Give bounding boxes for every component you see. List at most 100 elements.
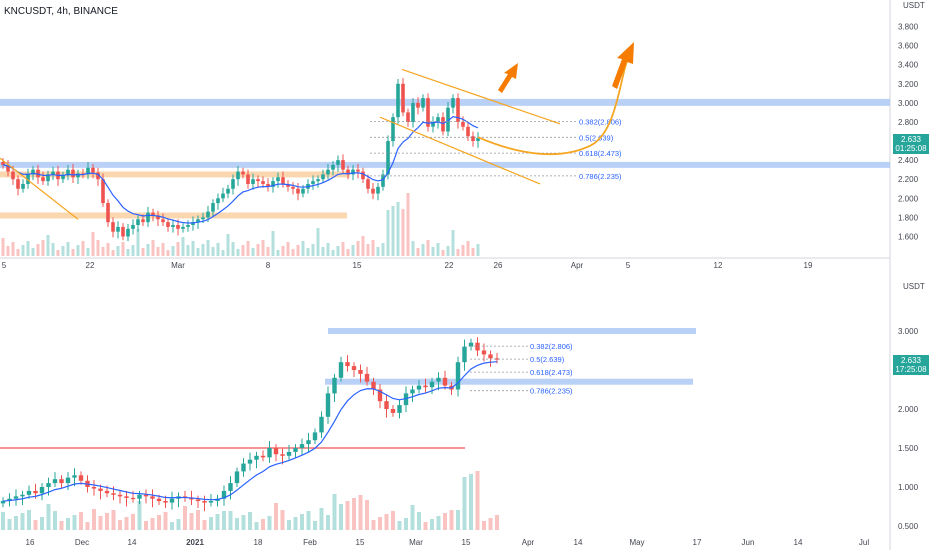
volume-bar (391, 511, 395, 530)
candle-body (78, 475, 84, 481)
volume-bar (66, 242, 70, 256)
candle-body (391, 117, 395, 142)
volume-bar (79, 512, 83, 530)
candle-body (301, 188, 305, 194)
bottom-pane[interactable]: 3.0002.5002.0001.5001.0000.500USDT16Dec1… (0, 282, 925, 547)
candle-body (166, 222, 170, 227)
candle-body (1, 162, 5, 165)
candle-body (321, 174, 325, 180)
candle-body (195, 499, 201, 502)
candle-body (169, 498, 175, 503)
volume-bar (291, 249, 295, 256)
projected-path (477, 49, 633, 156)
candle-body (156, 215, 160, 220)
x-tick-label: Jun (742, 538, 755, 547)
volume-bar (131, 514, 135, 530)
volume-bar (176, 242, 180, 256)
volume-bar (248, 512, 252, 530)
candle-body (66, 169, 70, 176)
candle-body (104, 490, 110, 494)
candle-body (86, 167, 90, 175)
volume-bar (56, 250, 60, 256)
candle-body (189, 497, 194, 500)
y-tick-label: 3.000 (898, 327, 919, 336)
y-tick-label: 3.200 (898, 80, 919, 89)
candle-body (161, 219, 165, 223)
volume-bar (151, 240, 155, 256)
ema-line (2, 361, 498, 502)
candle-body (461, 121, 465, 127)
volume-bar (301, 241, 305, 256)
candle-body (267, 448, 272, 458)
volume-bar (211, 247, 215, 256)
candle-body (176, 225, 180, 229)
bottom-current-price: 2.633 (900, 356, 922, 365)
candle-body (346, 169, 350, 175)
candle-body (475, 342, 480, 351)
volume-bar (222, 511, 226, 530)
candle-body (117, 494, 123, 497)
volume-bar (456, 510, 460, 530)
volume-bar (236, 249, 240, 256)
volume-bar (21, 245, 25, 256)
volume-bar (461, 245, 465, 256)
volume-bar (436, 243, 440, 256)
volume-bar (396, 202, 400, 256)
volume-bar (376, 247, 380, 256)
candle-body (191, 222, 195, 226)
volume-bar (261, 519, 265, 530)
fib-level-label: 0.5(2.639) (530, 355, 565, 364)
x-tick-label: Apr (522, 538, 535, 547)
candle-body (401, 83, 405, 113)
volume-bar (246, 241, 250, 256)
volume-bar (241, 515, 246, 530)
volume-bar (14, 516, 18, 530)
volume-bar (91, 232, 95, 256)
volume-bar (215, 514, 220, 530)
candle-body (51, 171, 55, 175)
volume-bar (101, 247, 105, 256)
volume-bar (371, 240, 375, 256)
candle-body (311, 181, 315, 184)
candle-body (141, 219, 145, 223)
volume-bar (51, 243, 55, 256)
candle-body (338, 362, 344, 378)
volume-bar (300, 514, 304, 530)
top-pane[interactable]: 3.8003.6003.4003.2003.0002.8002.6002.400… (0, 1, 925, 270)
volume-bar (326, 243, 330, 256)
orange-zone-upper (0, 171, 350, 178)
volume-bar (196, 510, 200, 530)
x-tick-label: 18 (254, 538, 263, 547)
volume-bar (81, 241, 85, 256)
y-tick-label: 1.000 (898, 483, 919, 492)
candle-body (71, 169, 75, 178)
volume-bar (346, 249, 350, 256)
ema-line (2, 116, 479, 224)
volume-bar (256, 244, 260, 256)
volume-bar (170, 522, 174, 530)
candle-body (481, 350, 487, 355)
candle-body (146, 212, 150, 223)
candle-body (13, 496, 19, 499)
x-tick-label: Feb (303, 538, 317, 547)
bottom-price-tag: 2.633 17:25:08 (893, 355, 929, 375)
volume-bar (111, 250, 115, 256)
volume-bar (417, 512, 421, 530)
volume-bar (476, 244, 480, 256)
candle-body (246, 174, 250, 184)
volume-bar (316, 228, 320, 256)
x-tick-label: 15 (353, 261, 362, 270)
y-tick-label: 2.000 (898, 405, 919, 414)
volume-bar (6, 246, 10, 256)
downtrend-line-left (0, 157, 79, 220)
candle-body (91, 167, 95, 173)
channel-lower (379, 116, 541, 185)
volume-bar (118, 520, 122, 530)
x-tick-label: Dec (75, 538, 89, 547)
candle-body (65, 477, 71, 484)
volume-bar (293, 517, 298, 530)
candle-body (293, 448, 298, 452)
currency-label: USDT (903, 282, 925, 291)
candle-body (11, 171, 15, 180)
